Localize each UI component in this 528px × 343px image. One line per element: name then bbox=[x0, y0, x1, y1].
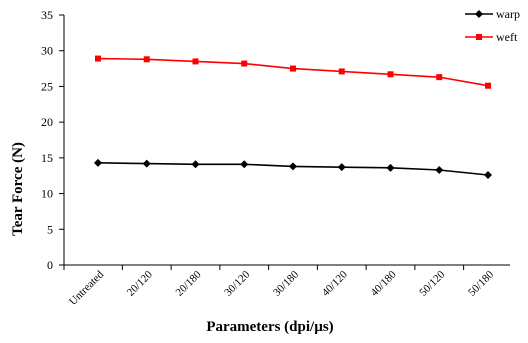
x-tick-label: 50/180 bbox=[466, 268, 496, 298]
data-point-weft bbox=[290, 65, 296, 72]
legend: warp weft bbox=[465, 7, 520, 44]
y-tick-label: 25 bbox=[41, 79, 53, 93]
x-tick-label: 20/120 bbox=[125, 268, 155, 298]
data-point-weft bbox=[192, 58, 199, 65]
y-tick-label: 15 bbox=[41, 151, 53, 165]
series-line-weft bbox=[97, 57, 489, 87]
y-tick-label: 0 bbox=[47, 258, 53, 272]
data-point-weft bbox=[95, 55, 101, 62]
series-layer bbox=[94, 55, 492, 179]
data-point-warp bbox=[191, 160, 200, 169]
y-tick-label: 30 bbox=[41, 44, 53, 58]
legend-label: warp bbox=[496, 7, 520, 21]
legend-marker bbox=[475, 10, 483, 18]
legend-item-weft: weft bbox=[465, 30, 518, 44]
x-axis-title: Parameters (dpi/µs) bbox=[206, 319, 333, 335]
data-point-weft bbox=[338, 68, 345, 75]
legend-marker bbox=[476, 34, 482, 40]
data-point-warp bbox=[289, 162, 297, 171]
data-point-weft bbox=[485, 82, 491, 89]
legend-label: weft bbox=[496, 30, 518, 44]
data-point-weft bbox=[241, 60, 248, 67]
x-tick-label: Untreated bbox=[67, 268, 107, 308]
data-point-warp bbox=[386, 163, 395, 172]
y-axis-title: Tear Force (N) bbox=[10, 142, 26, 236]
x-tick-label: 50/120 bbox=[417, 268, 447, 298]
x-tick-label: 30/120 bbox=[222, 268, 252, 298]
legend-item-warp: warp bbox=[465, 7, 520, 21]
x-tick-label: 40/120 bbox=[320, 268, 350, 298]
data-point-warp bbox=[337, 163, 346, 172]
data-point-weft bbox=[436, 74, 443, 81]
x-axis-ticks: Untreated 20/120 20/180 30/120 30/180 40/120 4… bbox=[63, 265, 496, 308]
data-point-warp bbox=[240, 160, 249, 169]
x-tick-label: 40/180 bbox=[369, 268, 399, 298]
x-tick-label: 20/180 bbox=[174, 268, 204, 298]
data-point-weft bbox=[143, 56, 150, 63]
data-point-warp bbox=[142, 159, 151, 168]
x-tick-label: 30/180 bbox=[271, 268, 301, 298]
data-point-warp bbox=[94, 158, 102, 167]
data-point-warp bbox=[435, 166, 444, 174]
data-point-warp bbox=[484, 171, 492, 179]
data-point-weft bbox=[387, 71, 394, 78]
y-tick-label: 10 bbox=[41, 187, 53, 201]
y-axis-ticks: 0 5 10 15 20 25 30 35 bbox=[41, 8, 64, 272]
y-tick-label: 35 bbox=[41, 8, 53, 22]
y-tick-label: 20 bbox=[41, 115, 53, 129]
y-tick-label: 5 bbox=[47, 222, 53, 236]
series-weft bbox=[95, 55, 491, 89]
series-warp bbox=[94, 158, 492, 179]
